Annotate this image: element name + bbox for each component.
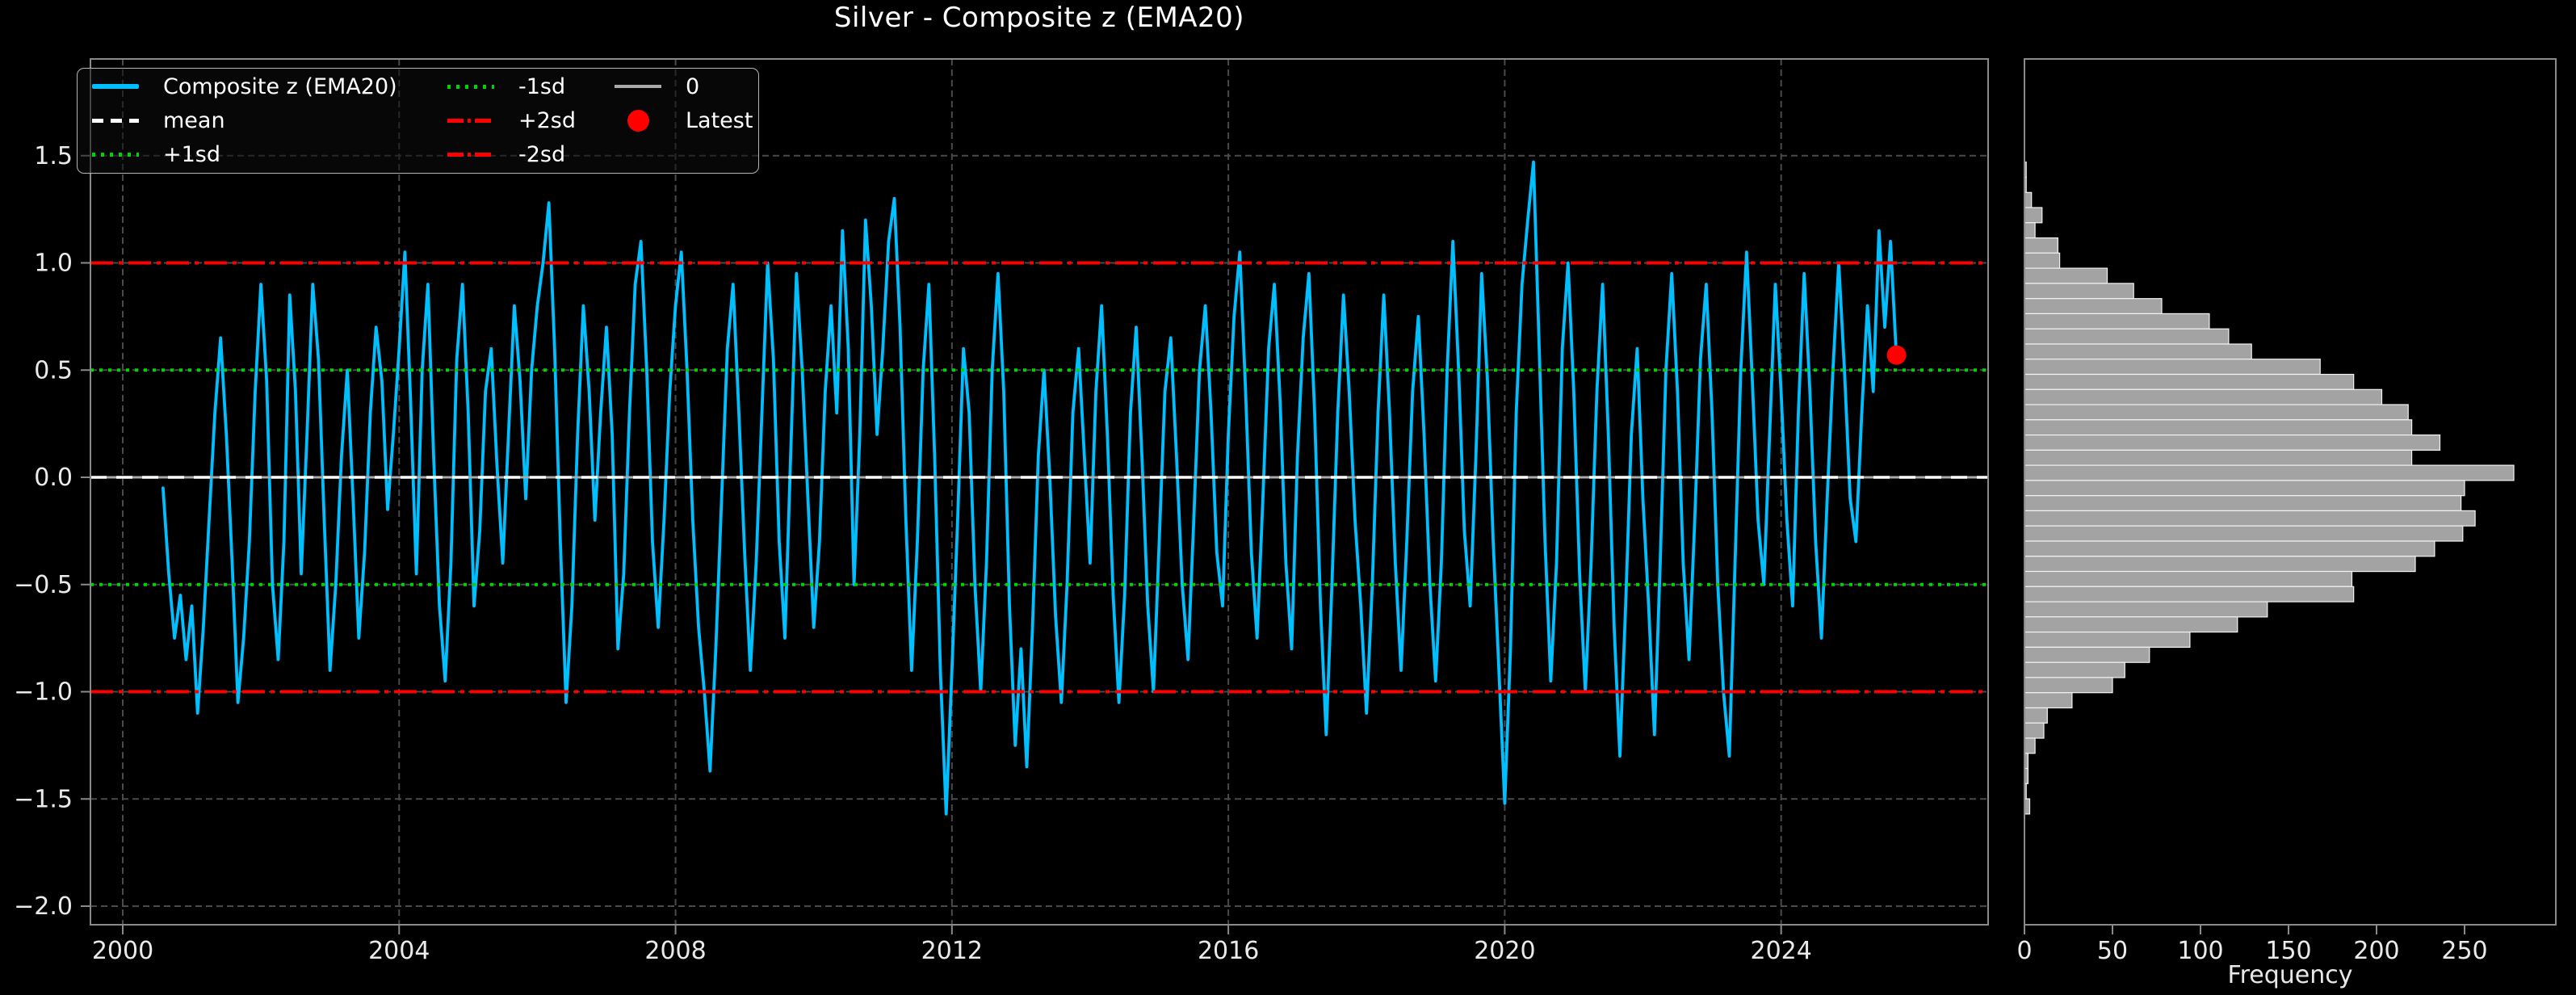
plot-title: Silver - Composite z (EMA20)	[833, 2, 1245, 34]
legend-item-plus2sd: +2sd	[447, 103, 615, 137]
frequency-axis-label: Frequency	[2227, 961, 2353, 989]
legend-label: +1sd	[163, 141, 221, 167]
histogram-bar	[2024, 601, 2268, 618]
legend-item-mean: mean	[92, 103, 447, 137]
histogram-bar	[2024, 464, 2515, 481]
hist-x-tick-label: 200	[2353, 937, 2399, 965]
histogram-bar	[2024, 222, 2036, 239]
x-tick-label: 2024	[1751, 937, 1812, 965]
histogram-bar	[2024, 313, 2210, 330]
x-tick-label: 2012	[921, 937, 983, 965]
x-tick-label: 2004	[368, 937, 430, 965]
histogram-bar	[2024, 388, 2383, 405]
hist-x-tick-label: 100	[2177, 937, 2223, 965]
y-tick-label: 1.5	[34, 142, 73, 170]
histogram-bar	[2024, 283, 2134, 300]
composite-line-icon	[92, 84, 139, 89]
histogram-bar	[2024, 646, 2150, 663]
legend-item-minus2sd: -2sd	[447, 137, 615, 171]
hist-x-tick-label: 50	[2097, 937, 2128, 965]
histogram-bar	[2024, 631, 2191, 648]
histogram-bar	[2024, 449, 2413, 466]
histogram-bar	[2024, 661, 2125, 678]
minus2sd-line-icon	[447, 152, 494, 157]
histogram-bar	[2024, 722, 2045, 739]
mean-line-icon	[92, 118, 139, 123]
histogram-bar	[2024, 540, 2435, 557]
legend-item-latest: Latest	[615, 103, 755, 137]
x-tick-label: 2008	[644, 937, 706, 965]
histogram-bar	[2024, 359, 2321, 376]
legend: Composite z (EMA20) mean +1sd -1sd +2sd	[77, 68, 759, 174]
x-tick-label: 2000	[92, 937, 153, 965]
latest-dot-icon	[615, 109, 661, 132]
series-line	[161, 160, 1898, 816]
histogram-bar	[2024, 419, 2413, 436]
plus1sd-line-icon	[92, 152, 139, 157]
y-tick-label: −0.5	[14, 571, 73, 599]
main-plot-border	[90, 58, 1989, 926]
histogram-bar	[2024, 373, 2355, 390]
legend-label: 0	[686, 73, 700, 99]
histogram-bar	[2024, 237, 2059, 254]
histogram-bar	[2024, 570, 2353, 587]
x-tick-label: 2016	[1198, 937, 1259, 965]
x-tick-label: 2020	[1474, 937, 1535, 965]
legend-column-3: 0 Latest	[615, 69, 755, 173]
histogram-bar	[2024, 480, 2465, 497]
legend-item-minus1sd: -1sd	[447, 69, 615, 103]
histogram-bar	[2024, 252, 2061, 269]
hist-x-tick-label: 0	[2016, 937, 2032, 965]
legend-label: Composite z (EMA20)	[163, 73, 397, 99]
histogram-bar	[2024, 692, 2073, 709]
y-tick-label: 0.0	[34, 464, 73, 492]
plus2sd-line-icon	[447, 118, 494, 123]
histogram-bar	[2024, 616, 2238, 633]
histogram-bar	[2024, 267, 2108, 284]
legend-column-2: -1sd +2sd -2sd	[447, 69, 615, 173]
legend-column-1: Composite z (EMA20) mean +1sd	[92, 69, 447, 173]
histogram-bar	[2024, 586, 2355, 602]
latest-marker	[1886, 345, 1907, 365]
legend-item-plus1sd: +1sd	[92, 137, 447, 171]
histogram-bar	[2024, 510, 2476, 527]
legend-label: -1sd	[518, 73, 566, 99]
histogram-bar	[2024, 191, 2033, 208]
legend-label: -2sd	[518, 141, 566, 167]
y-tick-label: −2.0	[14, 892, 73, 921]
legend-label: Latest	[686, 107, 753, 133]
histogram-bar	[2024, 328, 2230, 345]
legend-item-zero: 0	[615, 69, 755, 103]
legend-item-composite: Composite z (EMA20)	[92, 69, 447, 103]
histogram-bar	[2024, 737, 2036, 754]
histogram-bar	[2024, 495, 2462, 512]
legend-label: +2sd	[518, 107, 577, 133]
histogram-bar	[2024, 556, 2416, 573]
histogram-bar	[2024, 434, 2441, 451]
histogram-bar	[2024, 525, 2464, 542]
histogram-bar	[2024, 298, 2163, 315]
hist-x-tick-label: 150	[2265, 937, 2311, 965]
zero-line-icon	[615, 85, 661, 88]
minus1sd-line-icon	[447, 84, 494, 89]
hist-plot-border	[2024, 58, 2557, 926]
histogram-bar	[2024, 707, 2048, 724]
histogram-bar	[2024, 677, 2113, 694]
histogram-bar	[2024, 404, 2409, 421]
y-tick-label: 0.5	[34, 356, 73, 384]
histogram-bar	[2024, 207, 2043, 224]
y-tick-label: −1.5	[14, 785, 73, 813]
y-tick-label: 1.0	[34, 250, 73, 278]
legend-label: mean	[163, 107, 225, 133]
histogram-bar	[2024, 343, 2252, 360]
y-tick-label: −1.0	[14, 678, 73, 707]
hist-x-tick-label: 250	[2441, 937, 2487, 965]
